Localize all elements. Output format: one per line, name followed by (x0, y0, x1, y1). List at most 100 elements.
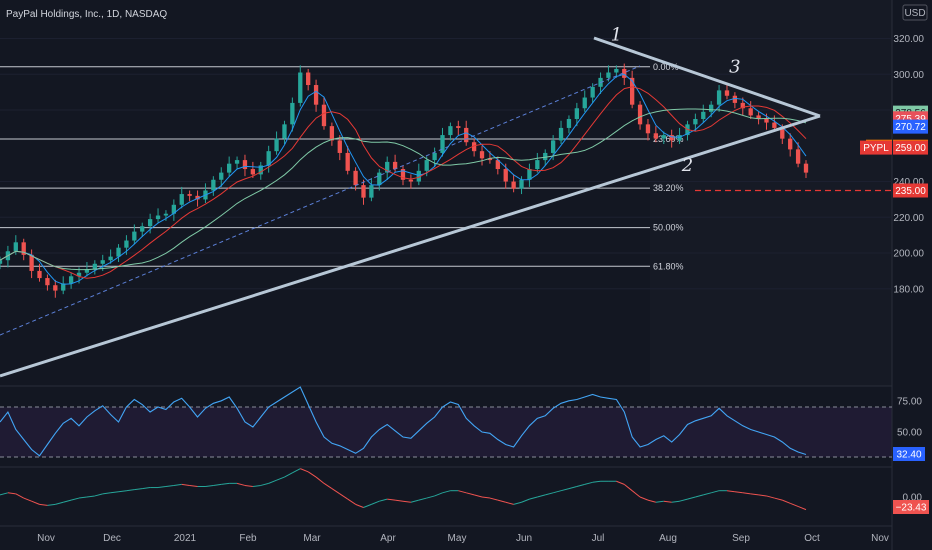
macd-line-segment (505, 501, 514, 505)
candle-body (503, 169, 508, 182)
price-axis-tick: 200.00 (893, 249, 924, 260)
candle-body (132, 231, 137, 241)
price-tag-box (893, 119, 928, 134)
symbol-title[interactable]: PayPal Holdings, Inc., 1D, NASDAQ (6, 9, 167, 20)
macd-line-segment (118, 490, 127, 493)
macd-line-segment (774, 497, 783, 501)
macd-line-segment (797, 505, 807, 511)
macd-line-segment (205, 484, 214, 487)
grid-lines (0, 38, 892, 290)
time-axis-label: Aug (659, 533, 677, 544)
candle-body (282, 124, 287, 139)
macd-line-segment (742, 492, 751, 495)
candle-body (61, 283, 66, 291)
candle-body (693, 118, 698, 125)
macd-line-segment (655, 500, 664, 503)
candle-body (795, 149, 801, 164)
currency-box[interactable] (902, 4, 928, 21)
candle-body (740, 102, 745, 109)
time-axis[interactable]: Nov Dec 2021 Feb Mar Apr May Jun Jul Aug Sep Oct Nov (37, 533, 889, 544)
macd-line-segment (473, 494, 483, 498)
candle-body (622, 68, 627, 78)
candle-body (337, 140, 342, 153)
macd-line-segment (790, 502, 799, 507)
candle-body (630, 77, 635, 105)
macd-line-segment (181, 483, 190, 486)
candle-body (582, 97, 587, 109)
macd-line-segment (379, 498, 388, 502)
macd-line-segment (371, 500, 380, 505)
triangle-trendlines[interactable] (0, 36, 821, 378)
candle-body (661, 135, 666, 139)
candle-body (535, 160, 540, 170)
macd-line-segment (631, 490, 641, 498)
macd-line-segment (363, 503, 372, 508)
candle-body (0, 260, 3, 264)
rsi-axis-tick: 75.00 (897, 396, 922, 407)
candle-body (361, 185, 366, 198)
macd-line-segment (726, 490, 735, 493)
candle-body (385, 161, 390, 173)
macd-line-segment (63, 499, 72, 503)
macd-line-segment (545, 492, 554, 496)
candle-body (116, 247, 121, 257)
candle-body (76, 272, 82, 277)
candle-body (558, 127, 564, 141)
macd-axis-tick: 0.00 (903, 493, 923, 504)
candle-body (543, 152, 548, 161)
fibonacci-retracement[interactable]: 0.00% 23.60% 38.20% 50.00% 61.80% (0, 62, 892, 271)
macd-current-tag (893, 500, 929, 514)
macd-line-segment (616, 480, 625, 485)
price-tag-label-box (860, 140, 892, 155)
wave-labels: 1 2 3 (611, 24, 741, 175)
dashed-channel-line (0, 65, 641, 336)
candle-body (487, 158, 493, 161)
price-axis-tick: 220.00 (893, 213, 924, 224)
candle-body (45, 278, 50, 286)
candle-body (84, 269, 90, 273)
macd-line-segment (331, 488, 341, 495)
candle-body (147, 219, 153, 227)
candle-body (298, 72, 303, 103)
candle-body (424, 160, 429, 171)
macd-line-segment (766, 495, 775, 499)
time-axis-label: 2021 (174, 533, 197, 544)
macd-line-segment (15, 493, 24, 499)
candle-body (29, 254, 34, 271)
ascending-trendline (0, 114, 821, 378)
macd-line-segment (157, 486, 167, 489)
macd-line-segment (458, 490, 467, 494)
macd-line-segment (466, 492, 475, 496)
candle-body (716, 90, 722, 105)
macd-line-segment (323, 482, 333, 490)
macd-line-segment (782, 499, 791, 504)
macd-line-segment (339, 493, 348, 500)
candle-body (780, 127, 785, 139)
macd-line-segment (126, 489, 135, 492)
time-axis-label: Jul (592, 533, 605, 544)
time-axis-label: Jun (516, 533, 532, 544)
price-tags: 278.56275.39270.72Pre259.50PYPL259.00235… (860, 105, 928, 198)
wave-label: 3 (729, 57, 740, 78)
candle-body (108, 256, 113, 261)
macd-line-segment (276, 476, 285, 481)
macd-line-segment (347, 498, 356, 505)
candle-body (13, 242, 18, 252)
candle-body (432, 152, 437, 161)
moving-averages (0, 73, 807, 285)
price-tag-value: 259.00 (895, 143, 926, 154)
macd-line-segment (284, 472, 293, 478)
macd-line-segment (521, 498, 530, 503)
time-axis-label: Mar (303, 533, 321, 544)
macd-line-segment (55, 501, 64, 505)
candle-body (21, 242, 26, 255)
candle-body (234, 160, 240, 164)
future-area-background (650, 0, 892, 386)
price-tag-value: 270.72 (895, 122, 926, 133)
macd-line-segment (94, 493, 103, 497)
candle-body (724, 90, 730, 96)
candle-body (313, 85, 319, 105)
macd-line-segment (142, 487, 151, 490)
macd-line-segment (426, 495, 435, 499)
